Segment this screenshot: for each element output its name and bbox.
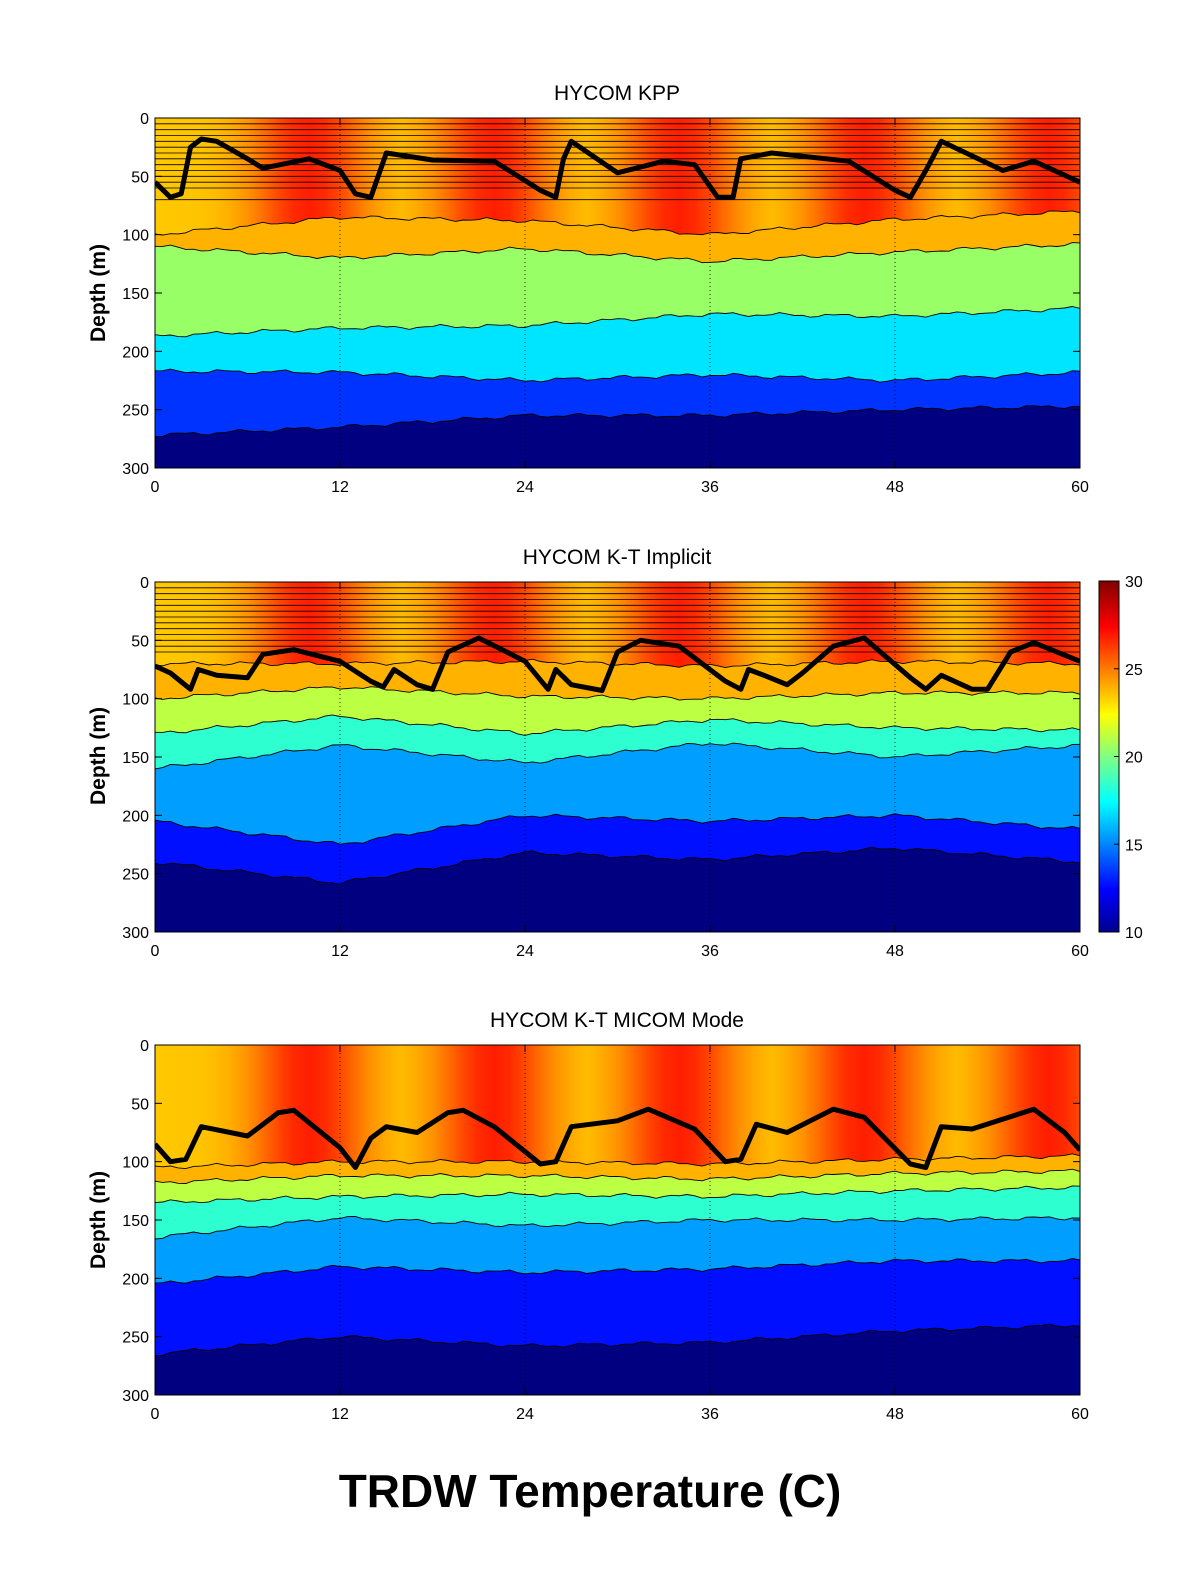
y-tick-label: 0 (140, 111, 149, 128)
y-axis-label: Depth (m) (87, 707, 110, 805)
y-tick-label: 0 (140, 575, 149, 592)
isotherm-line (155, 306, 1080, 338)
isotherm-line (155, 686, 1080, 701)
y-tick-label: 150 (122, 1213, 149, 1230)
isotherm-line (155, 1323, 1080, 1356)
isotherm-line (155, 742, 1080, 770)
isotherm-line (155, 368, 1080, 383)
panel-hycom-kpp: HYCOM KPP Depth (m) 0 12 24 36 48 60 0 50 100 150… (87, 82, 1089, 496)
isotherm-line (155, 1258, 1080, 1284)
panel-hycom-kt-micom-mode: HYCOM K-T MICOM Mode Depth (m) 0 12 24 36 48… (87, 1009, 1089, 1423)
panel-hycom-kt-implicit: HYCOM K-T Implicit Depth (m) 0 12 24 36 48 60… (87, 546, 1089, 960)
x-tick-label: 24 (516, 943, 534, 960)
y-tick-label: 200 (122, 808, 149, 825)
y-axis-label: Depth (m) (87, 244, 110, 342)
isotherm-line (155, 405, 1080, 438)
isotherm-line (155, 846, 1080, 885)
y-tick-label: 50 (131, 1096, 149, 1113)
temperature-band (155, 405, 1080, 468)
x-tick-label: 36 (701, 479, 719, 496)
y-tick-label: 50 (131, 633, 149, 650)
x-tick-label: 60 (1071, 479, 1089, 496)
mixed-layer-depth-line (155, 136, 1080, 200)
x-tick-label: 0 (151, 943, 160, 960)
temperature-band (155, 1324, 1080, 1395)
y-tick-label: 50 (131, 169, 149, 186)
colorbar-tick-label: 15 (1125, 837, 1143, 854)
y-tick-label: 100 (122, 692, 149, 709)
x-tick-label: 48 (886, 943, 904, 960)
figure-title: TRDW Temperature (C) (339, 1465, 842, 1517)
y-tick-label: 300 (122, 1388, 149, 1405)
x-tick-label: 60 (1071, 1406, 1089, 1423)
heatmap-field (155, 582, 1080, 932)
y-tick-label: 200 (122, 344, 149, 361)
colorbar: 30 25 20 15 10 (1098, 574, 1143, 942)
panel-title: HYCOM K-T Implicit (523, 546, 712, 569)
heatmap-field (155, 118, 1080, 468)
panel-title: HYCOM KPP (554, 82, 680, 105)
isotherm-line (155, 658, 1080, 669)
y-tick-label: 0 (140, 1038, 149, 1055)
x-tick-label: 24 (516, 479, 534, 496)
isotherm-line (155, 210, 1080, 236)
x-tick-label: 48 (886, 1406, 904, 1423)
x-tick-label: 0 (151, 1406, 160, 1423)
colorbar-tick-label: 25 (1125, 662, 1143, 679)
y-tick-label: 200 (122, 1271, 149, 1288)
y-tick-label: 100 (122, 1155, 149, 1172)
y-tick-label: 100 (122, 228, 149, 245)
y-tick-label: 300 (122, 925, 149, 942)
y-axis-label: Depth (m) (87, 1171, 110, 1269)
isotherm-line (155, 1215, 1080, 1240)
x-tick-label: 0 (151, 479, 160, 496)
x-tick-label: 24 (516, 1406, 534, 1423)
mixed-layer-depth-line (155, 1106, 1080, 1170)
temperature-band (155, 847, 1080, 932)
isotherm-line (155, 1168, 1080, 1184)
colorbar-tick-label: 20 (1125, 750, 1143, 767)
heatmap-field (155, 1045, 1080, 1395)
y-tick-label: 300 (122, 461, 149, 478)
isotherm-line (155, 813, 1080, 845)
x-tick-label: 36 (701, 1406, 719, 1423)
colorbar-tick-label: 30 (1125, 574, 1143, 591)
panel-title: HYCOM K-T MICOM Mode (490, 1009, 744, 1032)
x-tick-label: 36 (701, 943, 719, 960)
mixed-layer-depth-line (155, 635, 1080, 693)
y-tick-label: 150 (122, 750, 149, 767)
y-tick-label: 250 (122, 403, 149, 420)
isotherm-line (155, 242, 1080, 264)
x-tick-label: 60 (1071, 943, 1089, 960)
isotherm-line (155, 1185, 1080, 1204)
x-tick-label: 12 (331, 943, 349, 960)
y-tick-label: 150 (122, 286, 149, 303)
x-tick-label: 12 (331, 479, 349, 496)
x-tick-label: 12 (331, 1406, 349, 1423)
y-tick-label: 250 (122, 1330, 149, 1347)
colorbar-tick-label: 10 (1125, 925, 1143, 942)
x-tick-label: 48 (886, 479, 904, 496)
y-tick-label: 250 (122, 867, 149, 884)
isotherm-line (155, 714, 1080, 736)
